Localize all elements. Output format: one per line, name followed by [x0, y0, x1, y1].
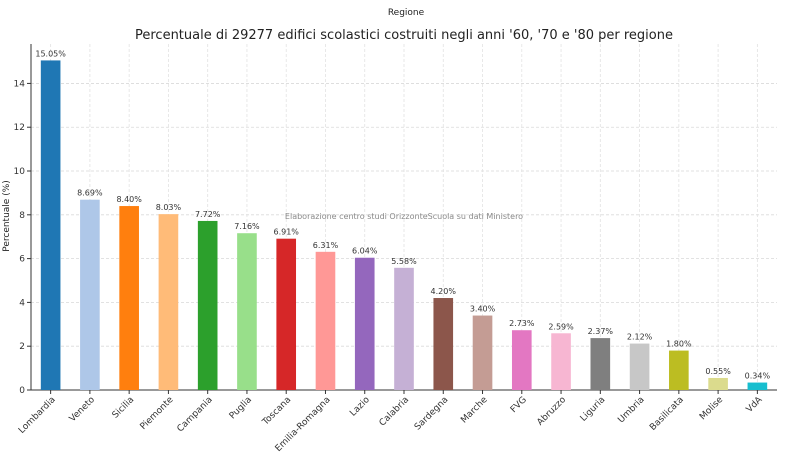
bar	[590, 338, 611, 390]
x-tick-label: Abruzzo	[535, 395, 568, 428]
bar-value-label: 8.03%	[156, 203, 182, 212]
bar	[276, 238, 297, 390]
x-tick-label: FVG	[509, 395, 529, 415]
y-tick-label: 10	[14, 167, 26, 177]
bar-value-label: 6.91%	[273, 228, 299, 237]
bar	[472, 315, 493, 390]
x-tick-label: Puglia	[228, 395, 254, 421]
x-tick-label: Piemonte	[139, 395, 176, 432]
bar	[315, 251, 336, 390]
y-tick-label: 6	[19, 255, 25, 265]
bar-value-label: 6.04%	[352, 247, 378, 256]
y-tick-label: 0	[19, 386, 25, 396]
bar-value-label: 4.20%	[431, 287, 457, 296]
bar	[237, 233, 257, 390]
y-tick-label: 14	[14, 79, 26, 89]
bar	[433, 298, 454, 390]
x-tick-label: Sicilia	[111, 395, 137, 421]
bar-value-label: 0.55%	[705, 367, 731, 376]
bar-value-label: 8.40%	[116, 195, 142, 204]
bar-value-label: 2.37%	[588, 327, 614, 336]
bar-value-label: 7.16%	[234, 222, 260, 231]
bar	[551, 333, 571, 390]
bar-value-label: 5.58%	[391, 257, 417, 266]
top-axis-label: Regione	[387, 8, 425, 18]
x-tick-label: Campania	[176, 395, 215, 434]
bar-value-label: 3.40%	[470, 305, 496, 314]
x-tick-label: Molise	[698, 395, 726, 423]
bar-value-label: 2.59%	[548, 322, 574, 331]
x-tick-label: Lombardia	[17, 395, 58, 436]
bar	[747, 382, 768, 390]
bar-value-label: 2.12%	[627, 333, 653, 342]
chart-title: Percentuale di 29277 edifici scolastici …	[134, 28, 673, 43]
chart-annotation: Elaborazione centro studi OrizzonteScuol…	[285, 212, 523, 221]
bar	[394, 267, 414, 390]
x-tick-label: Calabria	[378, 395, 411, 428]
x-tick-label: Veneto	[68, 395, 98, 425]
y-tick-label: 8	[19, 211, 25, 221]
bar	[629, 343, 650, 390]
bar	[669, 350, 689, 390]
y-tick-label: 2	[19, 342, 25, 352]
bar	[511, 330, 532, 390]
bar	[197, 220, 218, 390]
bar-value-label: 6.31%	[313, 241, 339, 250]
bar-value-label: 7.72%	[195, 210, 221, 219]
x-tick-label: Liguria	[579, 395, 608, 424]
bar	[119, 206, 139, 390]
bar	[80, 199, 100, 390]
bar	[158, 214, 179, 390]
y-ticks: 0 2 4 6 8 10 12 14	[14, 79, 31, 396]
x-tick-label: VdA	[745, 394, 765, 414]
y-tick-label: 12	[14, 123, 25, 133]
bar	[708, 377, 728, 390]
x-tick-label: Basilicata	[648, 395, 686, 433]
value-labels: 15.05% 8.69% 8.40% 8.03% 7.72% 7.16% 6.91% 6.31…	[35, 49, 770, 380]
x-tick-label: Umbria	[616, 395, 646, 425]
x-tick-label: Marche	[459, 395, 490, 426]
bar-value-label: 1.80%	[666, 340, 692, 349]
y-tick-label: 4	[19, 298, 25, 308]
x-ticks: Lombardia Veneto Sicilia Piemonte Campania Pu…	[17, 390, 765, 454]
x-tick-label: Toscana	[260, 395, 293, 428]
bar-value-label: 2.73%	[509, 319, 535, 328]
bar-value-label: 8.69%	[77, 189, 103, 198]
bar	[40, 60, 61, 391]
x-tick-label: Lazio	[348, 395, 372, 419]
bars	[40, 60, 768, 391]
x-tick-label: Sardegna	[413, 395, 450, 432]
bar-value-label: 15.05%	[35, 49, 66, 58]
bar	[354, 257, 375, 390]
bar-value-label: 0.34%	[745, 372, 771, 381]
gridlines	[31, 44, 777, 391]
y-axis-label: Percentuale (%)	[2, 180, 12, 252]
